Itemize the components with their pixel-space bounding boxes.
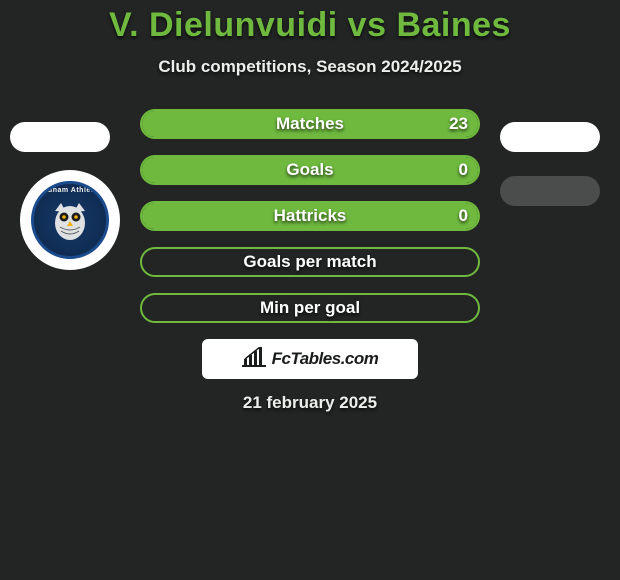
stat-value-right: 0 [459, 157, 468, 183]
club-badge: Oldham Athletic [20, 170, 120, 270]
stat-row: Min per goal [140, 293, 480, 323]
stat-label: Goals per match [142, 249, 478, 275]
club-badge-inner: Oldham Athletic [31, 181, 109, 259]
date-line: 21 february 2025 [0, 393, 620, 413]
stat-label: Hattricks [142, 203, 478, 229]
stat-row: Goals per match [140, 247, 480, 277]
stat-label: Matches [142, 111, 478, 137]
branding-text: FcTables.com [272, 349, 379, 369]
player-right-ellipse [500, 176, 600, 206]
page-subtitle: Club competitions, Season 2024/2025 [0, 57, 620, 77]
stat-value-right: 23 [449, 111, 468, 137]
page-title: V. Dielunvuidi vs Baines [0, 6, 620, 45]
branding-box[interactable]: FcTables.com [202, 339, 418, 379]
stat-row: Hattricks0 [140, 201, 480, 231]
stat-label: Goals [142, 157, 478, 183]
widget-root: V. Dielunvuidi vs Baines Club competitio… [0, 0, 620, 580]
owl-icon [46, 197, 94, 245]
stat-row: Goals0 [140, 155, 480, 185]
stat-label: Min per goal [142, 295, 478, 321]
player-left-pill [10, 122, 110, 152]
stat-value-right: 0 [459, 203, 468, 229]
club-name: Oldham Athletic [40, 187, 101, 194]
player-right-pill [500, 122, 600, 152]
chart-icon [242, 347, 266, 372]
stat-row: Matches23 [140, 109, 480, 139]
